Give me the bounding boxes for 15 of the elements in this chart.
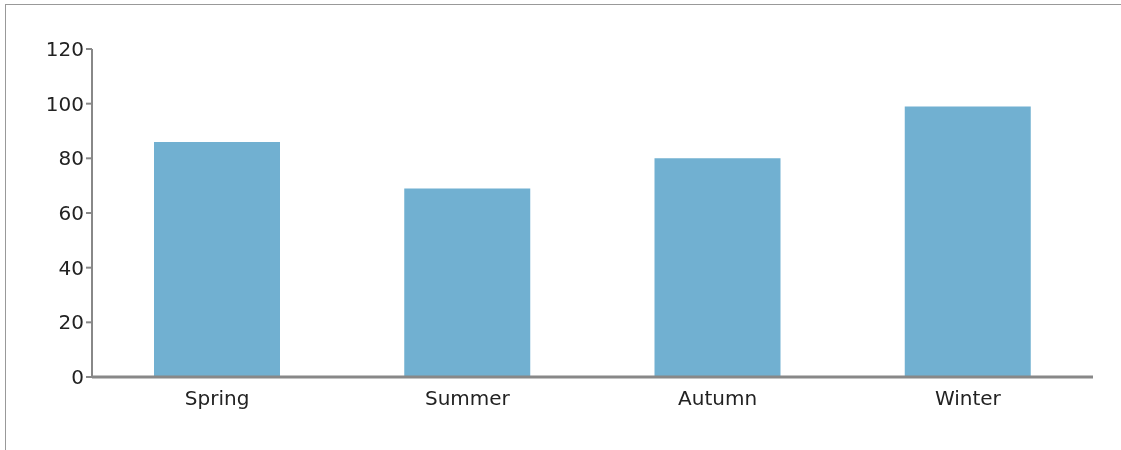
bar xyxy=(654,158,781,377)
y-tick-label: 0 xyxy=(71,365,84,390)
y-tick-label: 20 xyxy=(58,310,84,335)
bar xyxy=(154,141,280,377)
x-tick-label: Summer xyxy=(424,386,511,411)
y-tick-label: 40 xyxy=(58,255,84,280)
bar xyxy=(404,188,531,377)
y-tick-label: 120 xyxy=(45,37,84,62)
y-tick-label: 100 xyxy=(45,91,84,116)
y-tick-label: 60 xyxy=(58,201,84,226)
x-tick-label: Autumn xyxy=(678,386,758,411)
x-tick-label: Winter xyxy=(934,386,1002,411)
bar xyxy=(904,106,1031,377)
x-tick-label: Spring xyxy=(184,386,250,411)
y-tick-label: 80 xyxy=(58,146,84,171)
